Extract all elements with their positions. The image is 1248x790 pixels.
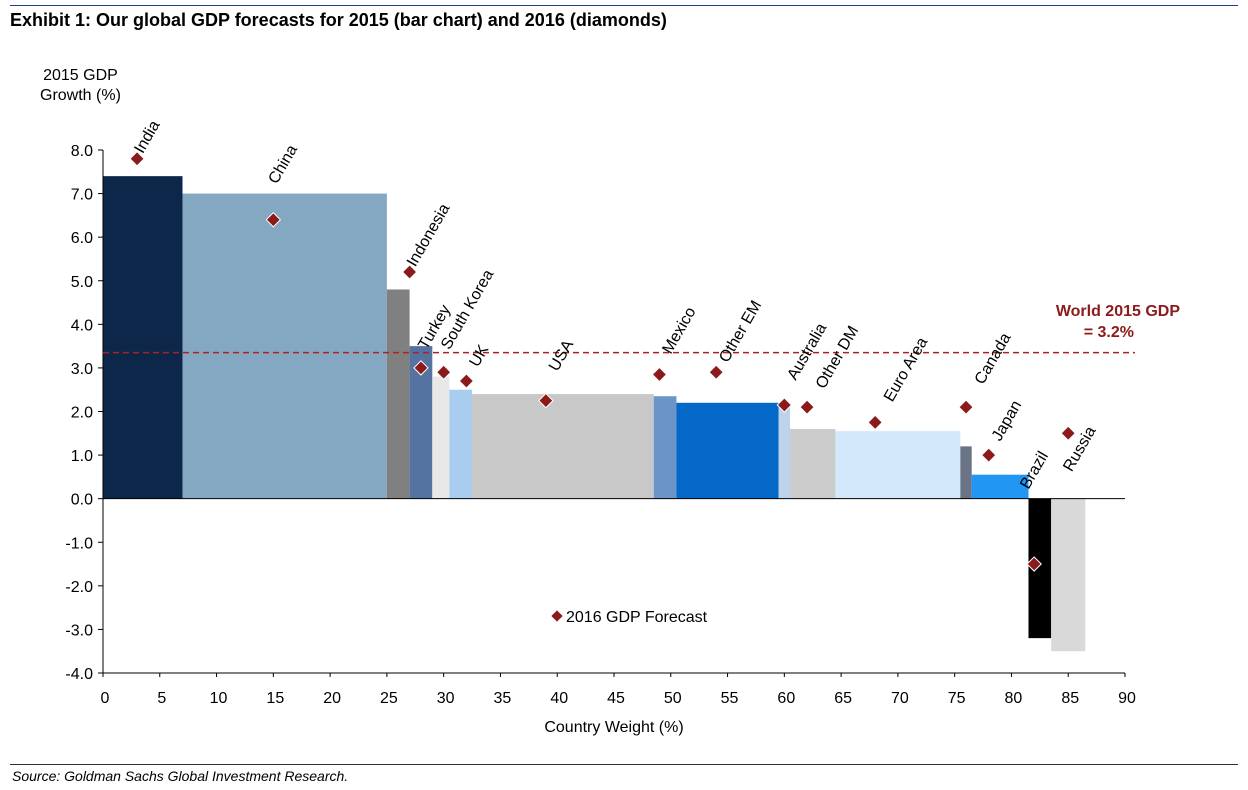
diamond-other-em <box>708 364 724 381</box>
diamond-japan <box>980 447 997 463</box>
label-other-em: Other EM <box>716 298 765 366</box>
legend-label: 2016 GDP Forecast <box>566 609 708 626</box>
diamond-uk <box>458 373 475 389</box>
x-tick-label: 90 <box>1118 690 1136 707</box>
bar-euro-area <box>835 431 961 499</box>
x-tick-label: 30 <box>437 690 455 707</box>
x-tick-label: 10 <box>210 690 228 707</box>
x-tick-label: 55 <box>721 690 739 707</box>
x-axis-label: Country Weight (%) <box>544 719 683 736</box>
bars-layer <box>103 176 1086 652</box>
bar-china <box>182 193 387 499</box>
world-gdp-layer: World 2015 GDP = 3.2% <box>103 303 1181 354</box>
y-tick-label: -1.0 <box>65 535 93 552</box>
diamond-turkey <box>413 360 429 376</box>
diamond-euro-area <box>867 414 883 431</box>
x-tick-label: 15 <box>266 690 284 707</box>
x-tick-label: 5 <box>157 690 166 707</box>
world-gdp-label-line1: World 2015 GDP <box>1056 303 1181 320</box>
diamond-australia <box>776 397 793 413</box>
diamonds-layer <box>129 150 1077 572</box>
diamond-south-korea <box>435 364 452 381</box>
bar-south-korea <box>432 376 450 499</box>
label-brazil: Brazil <box>1017 449 1052 492</box>
bar-other-dm <box>790 428 836 499</box>
y-tick-label: 3.0 <box>71 361 93 378</box>
world-gdp-label-line2: = 3.2% <box>1084 324 1134 341</box>
x-tick-label: 60 <box>777 690 795 707</box>
axes-layer: 8.0 7.0 6.0 5.0 4.0 3.0 2.0 1.0 0.0 -1.0 -2.0 -3.0 -… <box>65 143 1136 707</box>
y-tick-label: 4.0 <box>71 317 93 334</box>
bar-uk <box>449 389 473 499</box>
y-tick-label: 6.0 <box>71 230 93 247</box>
bar-turkey <box>409 346 433 499</box>
x-tick-label: 50 <box>664 690 682 707</box>
x-tick-label: 45 <box>607 690 625 707</box>
x-tick-label: 65 <box>834 690 852 707</box>
x-tick-label: 20 <box>323 690 341 707</box>
y-tick-label: 2.0 <box>71 405 93 422</box>
x-tick-label: 80 <box>1005 690 1023 707</box>
y-tick-label: 7.0 <box>71 187 93 204</box>
y-tick-label: 5.0 <box>71 274 93 291</box>
label-usa: USA <box>546 337 577 374</box>
chart-title: Exhibit 1: Our global GDP forecasts for … <box>10 10 667 30</box>
bar-other-em <box>676 402 779 499</box>
y-tick-label: 8.0 <box>71 143 93 160</box>
x-tick-label: 0 <box>101 690 110 707</box>
legend-diamond-marker <box>551 610 563 622</box>
bar-russia <box>1051 498 1086 652</box>
source-rule <box>10 764 1238 765</box>
top-rule <box>10 5 1238 6</box>
y-tick-label: -2.0 <box>65 579 93 596</box>
x-tick-label: 35 <box>494 690 512 707</box>
diamond-canada <box>958 399 974 415</box>
y-tick-label: -3.0 <box>65 622 93 639</box>
y-axis-label: 2015 GDP Growth (%) <box>40 66 121 106</box>
x-tick-label: 70 <box>891 690 909 707</box>
legend: 2016 GDP Forecast <box>551 609 708 626</box>
diamond-brazil <box>1026 556 1042 572</box>
bar-japan <box>971 474 1029 499</box>
y-tick-label: -4.0 <box>65 666 93 683</box>
source-note: Source: Goldman Sachs Global Investment … <box>12 768 349 784</box>
label-mexico: Mexico <box>660 304 700 356</box>
label-canada: Canada <box>972 330 1015 387</box>
bar-brazil <box>1028 498 1052 639</box>
diamond-usa <box>538 392 554 409</box>
bar-australia <box>778 402 791 499</box>
bar-usa <box>472 394 654 499</box>
bar-mexico <box>653 396 677 499</box>
diamond-mexico <box>651 366 668 383</box>
y-tick-label: 0.0 <box>71 492 93 509</box>
diamond-other-dm <box>799 399 815 415</box>
y-tick-label: 1.0 <box>71 448 93 465</box>
x-tick-label: 40 <box>550 690 568 707</box>
y-axis-label-line1: 2015 GDP <box>43 67 118 84</box>
label-indonesia: Indonesia <box>404 201 453 270</box>
bar-canada <box>960 446 972 499</box>
bar-india <box>103 176 183 499</box>
x-tick-label: 75 <box>948 690 966 707</box>
label-uk: UK <box>466 342 492 370</box>
x-tick-label: 85 <box>1061 690 1079 707</box>
label-euro-area: Euro Area <box>881 335 931 405</box>
label-japan: Japan <box>989 398 1026 444</box>
label-china: China <box>265 142 301 187</box>
x-tick-label: 25 <box>380 690 398 707</box>
diamond-india <box>129 150 145 167</box>
label-india: India <box>131 118 163 157</box>
diamond-indonesia <box>401 264 418 280</box>
y-axis-label-line2: Growth (%) <box>40 87 121 104</box>
bar-indonesia <box>386 289 410 499</box>
diamond-china <box>265 211 282 228</box>
diamond-russia <box>1060 425 1077 442</box>
